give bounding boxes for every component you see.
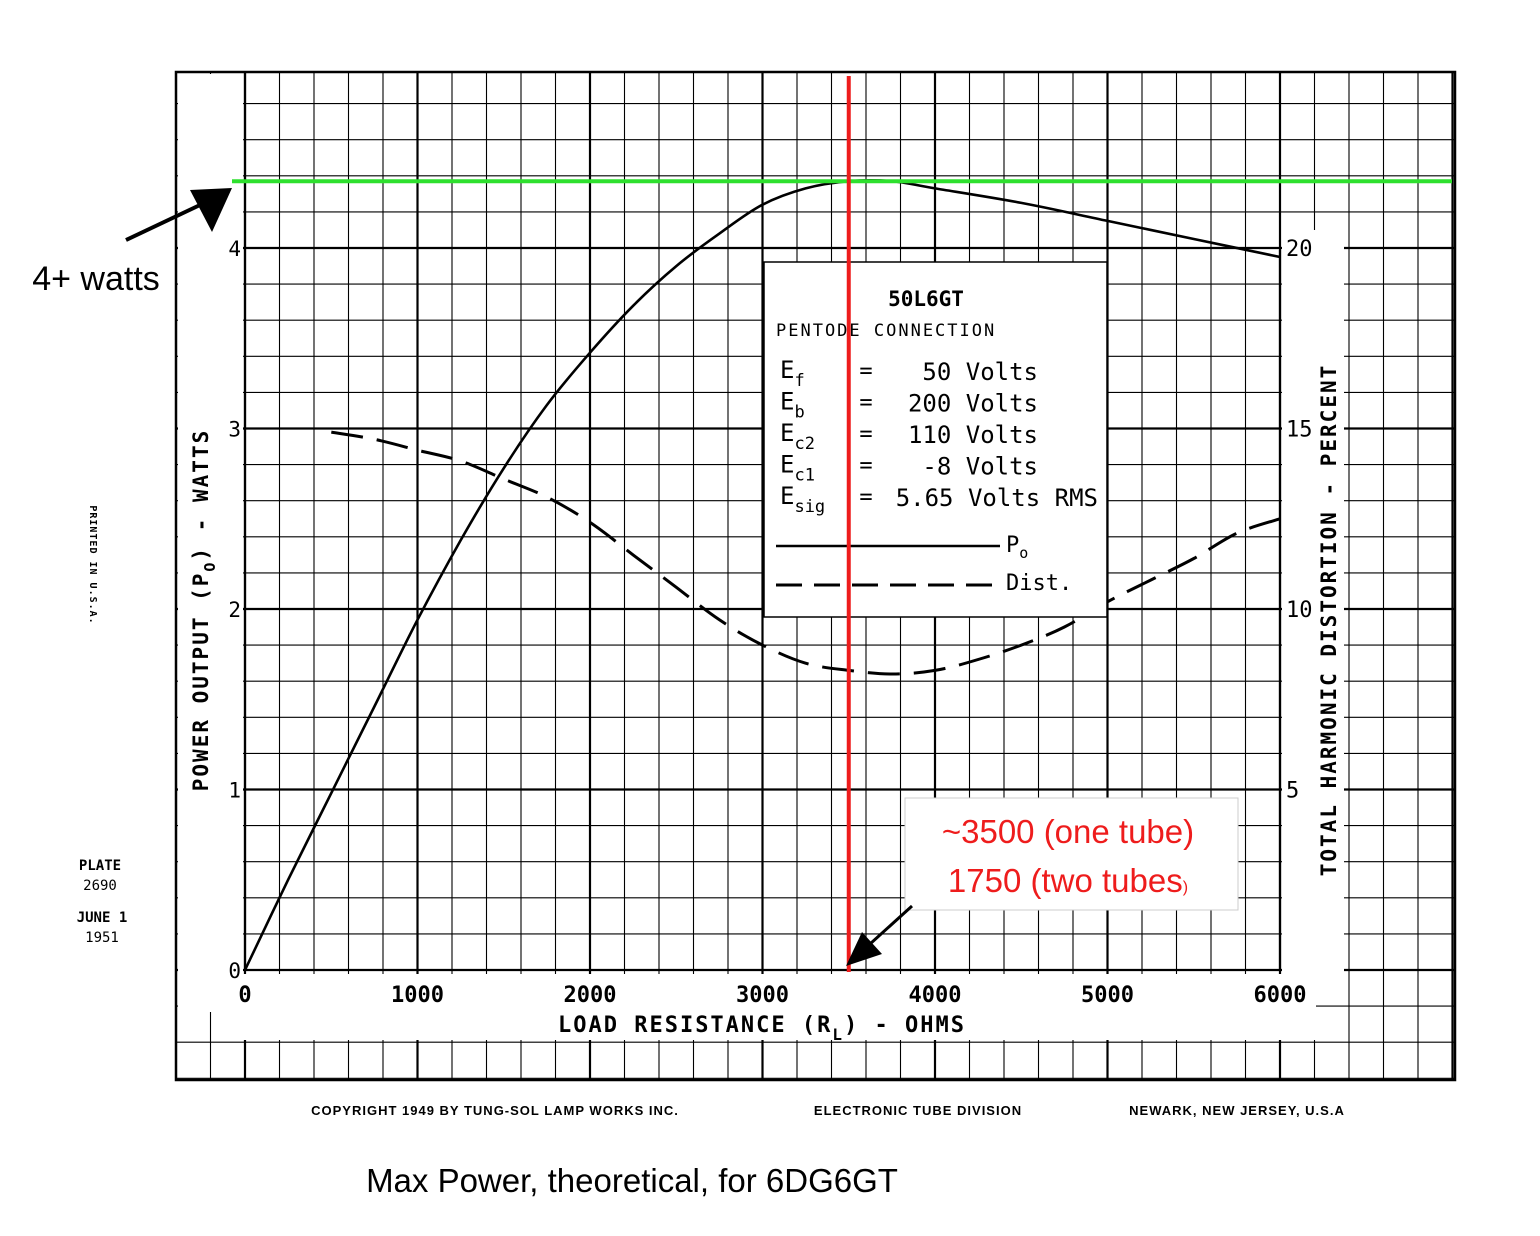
plot-curves	[243, 179, 1281, 971]
condition-equals: =	[859, 359, 872, 384]
date-line1: JUNE 1	[77, 910, 128, 926]
condition-value: 50 Volts	[922, 358, 1038, 386]
right-label-band	[1282, 230, 1344, 990]
left-y-axis-title: POWER OUTPUT (PO) - WATTS	[189, 429, 219, 791]
division-text: ELECTRONIC TUBE DIVISION	[814, 1103, 1022, 1118]
inset-background	[763, 261, 1108, 618]
load-annotation-box	[904, 797, 1239, 911]
figure-caption: Max Power, theoretical, for 6DG6GT	[366, 1162, 898, 1199]
right-y-tick-labels: 5 10 15 20	[1286, 237, 1313, 804]
x-axis-title: LOAD RESISTANCE (RL) - OHMS	[558, 1013, 966, 1044]
x-tick-label: 4000	[909, 983, 962, 1008]
condition-value: 200 Volts	[908, 390, 1038, 418]
power-output-curve	[243, 179, 1281, 971]
date-line2: 1951	[85, 930, 119, 946]
tube-type-label: 50L6GT	[888, 287, 964, 311]
right-y-tick-label: 10	[1286, 598, 1313, 623]
condition-equals: =	[859, 485, 872, 510]
connection-label: PENTODE CONNECTION	[776, 321, 996, 341]
legend-po-label: Po	[1006, 533, 1028, 562]
condition-value: 5.65 Volts RMS	[896, 484, 1098, 512]
right-y-tick-label: 15	[1286, 418, 1313, 443]
printed-in-usa: PRINTED IN U.S.A.	[87, 505, 98, 624]
left-label-band	[178, 74, 243, 1012]
plate-label: PLATE	[79, 858, 121, 874]
x-label-band	[231, 974, 1316, 1040]
load-two-tubes-label: 1750 (two tubes)	[948, 862, 1188, 899]
condition-value: 110 Volts	[908, 421, 1038, 449]
load-arrow-shaft	[868, 904, 914, 946]
plate-number: 2690	[83, 878, 117, 894]
condition-equals: =	[859, 454, 872, 479]
max-power-label: 4+ watts	[32, 260, 160, 298]
x-tick-label: 0	[238, 983, 251, 1008]
condition-value: -8 Volts	[922, 453, 1038, 481]
annotations: 4+ watts ~3500 (one tube) 1750 (two tube…	[32, 76, 1452, 1199]
right-y-axis-title: TOTAL HARMONIC DISTORTION - PERCENT	[1317, 364, 1341, 877]
load-arrow-head	[846, 932, 882, 966]
x-tick-label: 3000	[736, 983, 789, 1008]
left-y-tick-label: 0	[228, 959, 241, 983]
condition-equals: =	[859, 422, 872, 447]
x-tick-label: 1000	[391, 983, 444, 1008]
left-y-tick-label: 4	[228, 237, 241, 261]
x-tick-label: 2000	[564, 983, 617, 1008]
x-tick-label: 6000	[1254, 983, 1307, 1008]
location-text: NEWARK, NEW JERSEY, U.S.A	[1129, 1103, 1345, 1118]
grid-border	[174, 70, 1457, 1082]
left-y-tick-label: 2	[228, 598, 241, 622]
x-tick-label: 5000	[1081, 983, 1134, 1008]
left-y-tick-label: 1	[228, 779, 241, 803]
right-y-tick-label: 20	[1286, 237, 1313, 262]
chart-grid	[174, 70, 1457, 1082]
condition-equals: =	[859, 391, 872, 416]
right-y-tick-label: 5	[1286, 779, 1299, 804]
load-one-tube-label: ~3500 (one tube)	[942, 813, 1194, 850]
left-y-tick-label: 3	[228, 418, 241, 442]
max-power-arrow-head	[190, 188, 232, 232]
legend-dist-label: Dist.	[1006, 571, 1072, 596]
left-y-tick-labels: 0 1 2 3 4	[228, 237, 241, 983]
distortion-curve	[331, 430, 1281, 676]
copyright-text: COPYRIGHT 1949 BY TUNG-SOL LAMP WORKS IN…	[311, 1103, 679, 1118]
x-tick-labels: 0 1000 2000 3000 4000 5000 6000	[238, 983, 1306, 1008]
max-power-arrow-shaft	[125, 203, 201, 242]
